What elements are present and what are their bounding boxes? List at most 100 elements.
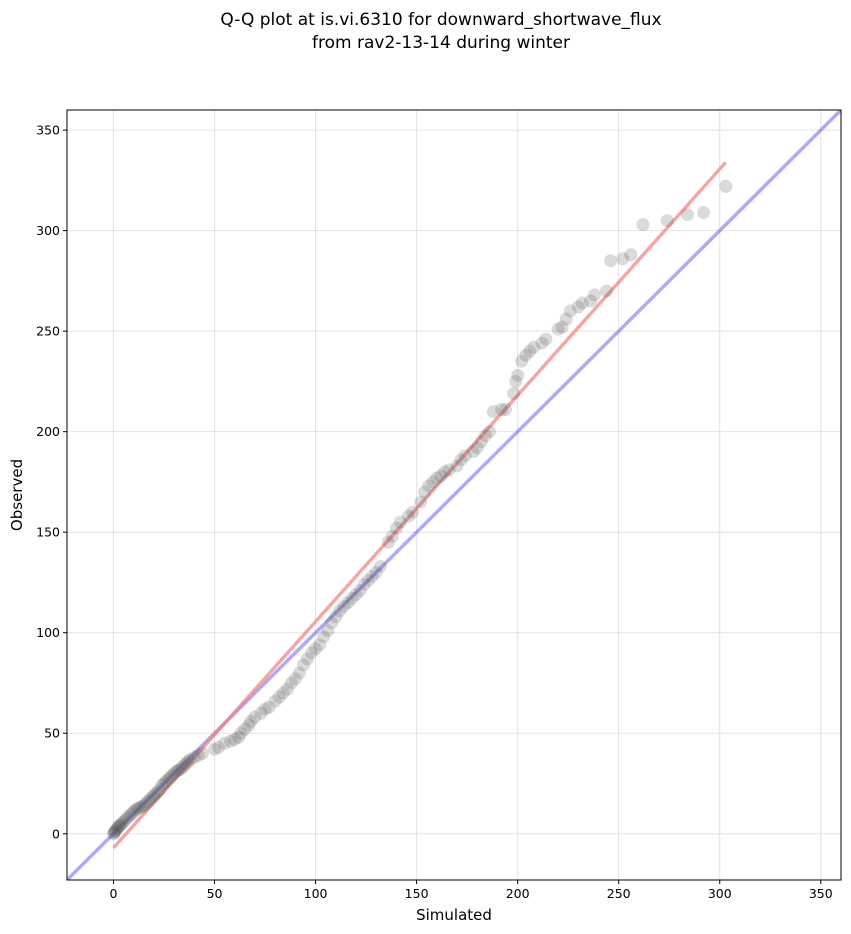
data-point — [539, 332, 553, 346]
data-point — [171, 763, 185, 777]
y-axis-label: Observed — [8, 459, 26, 531]
data-point — [224, 734, 238, 748]
data-point — [527, 340, 541, 354]
data-point — [365, 569, 379, 583]
data-point — [232, 730, 246, 744]
data-point — [426, 475, 440, 489]
identity-line — [67, 110, 841, 880]
data-point — [535, 336, 549, 350]
data-point — [305, 646, 319, 660]
data-point — [110, 823, 124, 837]
data-point — [143, 793, 157, 807]
data-point — [115, 817, 129, 831]
y-tick-label: 100 — [36, 625, 60, 640]
data-point — [494, 403, 508, 417]
data-point — [442, 463, 456, 477]
data-point — [284, 676, 298, 690]
data-point — [191, 748, 205, 762]
y-tick-label: 150 — [36, 525, 60, 540]
data-point — [418, 485, 432, 499]
y-axis-ticks: 0 50 100 150 200 250 300 350 — [36, 123, 67, 841]
data-point — [111, 821, 125, 835]
data-point — [167, 766, 181, 780]
data-point — [139, 797, 153, 811]
data-point — [349, 588, 363, 602]
data-point — [369, 565, 383, 579]
data-point — [254, 706, 268, 720]
data-point — [478, 429, 492, 443]
data-point — [129, 803, 143, 817]
data-point — [519, 348, 533, 362]
data-point — [296, 658, 310, 672]
data-point — [309, 642, 323, 656]
data-point — [402, 509, 416, 523]
data-point — [300, 652, 314, 666]
data-point — [108, 825, 122, 839]
data-point — [329, 610, 343, 624]
data-point — [145, 791, 159, 805]
x-tick-label: 100 — [304, 886, 328, 901]
data-point — [179, 756, 193, 770]
data-point — [438, 465, 452, 479]
y-tick-label: 200 — [36, 424, 60, 439]
data-point — [719, 179, 733, 193]
data-point — [112, 820, 126, 834]
data-point — [169, 764, 183, 778]
data-point — [600, 284, 614, 298]
data-point — [244, 714, 258, 728]
data-point — [414, 495, 428, 509]
data-point — [406, 505, 420, 519]
data-point — [242, 718, 256, 732]
x-axis-ticks: 0 50 100 150 200 250 300 350 — [110, 880, 833, 901]
chart-title-line1: Q-Q plot at is.vi.6310 for downward_shor… — [220, 10, 661, 30]
plot-frame — [66, 109, 842, 881]
data-point — [161, 772, 175, 786]
x-axis-label: Simulated — [416, 906, 492, 924]
data-point — [133, 801, 147, 815]
data-point — [114, 818, 128, 832]
data-point — [499, 403, 513, 417]
data-point — [337, 600, 351, 614]
x-tick-label: 200 — [506, 886, 530, 901]
fit-line — [112, 161, 728, 849]
data-point — [636, 218, 650, 232]
data-point — [212, 740, 226, 754]
reference-lines — [67, 110, 841, 880]
data-point — [333, 604, 347, 618]
data-point — [195, 746, 209, 760]
y-tick-label: 350 — [36, 123, 60, 138]
data-point — [571, 300, 585, 314]
data-point — [353, 583, 367, 597]
data-point — [321, 624, 335, 638]
data-point — [559, 312, 573, 326]
data-point — [345, 592, 359, 606]
data-point — [276, 686, 290, 700]
data-point — [373, 559, 387, 573]
data-point — [106, 827, 120, 841]
data-point — [482, 425, 496, 439]
chart-title-line2: from rav2-13-14 during winter — [312, 33, 570, 53]
data-point — [563, 304, 577, 318]
data-point — [151, 785, 165, 799]
data-point — [381, 535, 395, 549]
data-point — [515, 354, 529, 368]
data-point — [187, 750, 201, 764]
data-point — [262, 700, 276, 714]
y-tick-label: 300 — [36, 223, 60, 238]
data-point — [147, 789, 161, 803]
data-point — [292, 666, 306, 680]
data-point — [507, 386, 521, 400]
data-point — [555, 320, 569, 334]
data-point — [470, 441, 484, 455]
data-point — [175, 760, 189, 774]
data-point — [208, 742, 222, 756]
data-point — [624, 248, 638, 262]
data-point — [119, 813, 133, 827]
data-point — [272, 690, 286, 704]
data-point — [486, 405, 500, 419]
data-point — [361, 573, 375, 587]
data-point — [163, 770, 177, 784]
data-point — [357, 577, 371, 591]
data-point — [288, 672, 302, 686]
